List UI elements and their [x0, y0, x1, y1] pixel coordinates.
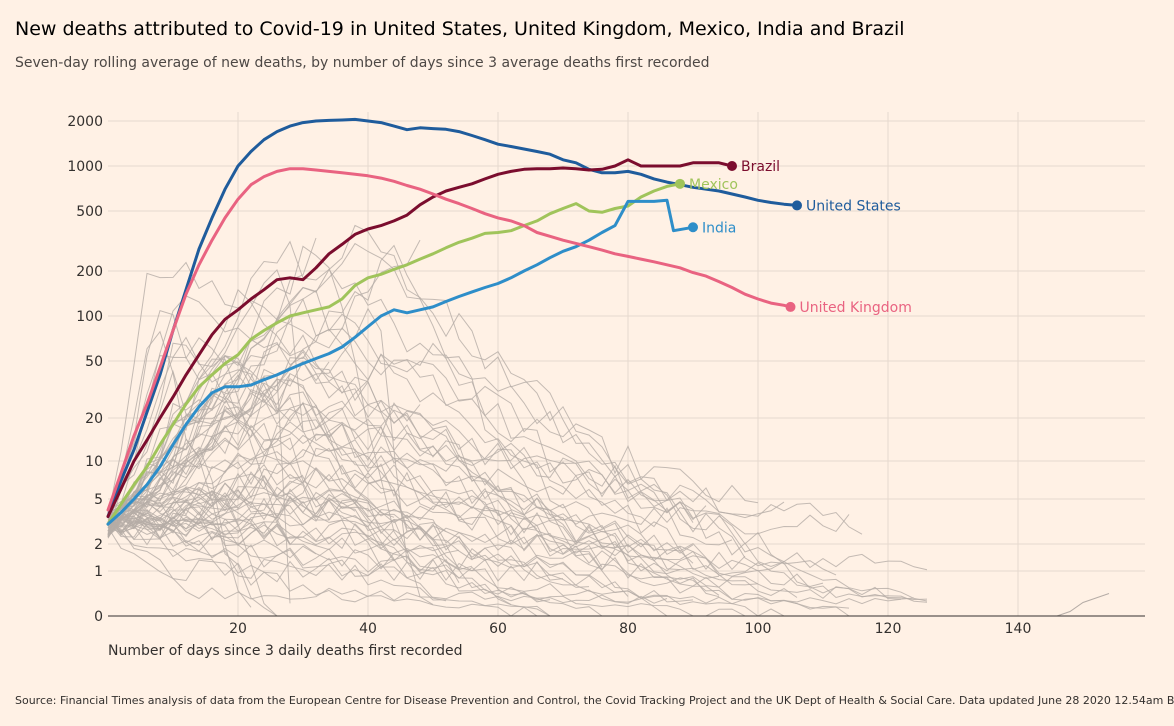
y-tick-label: 500	[76, 204, 103, 220]
x-tick-label: 140	[1005, 621, 1032, 637]
other-country-line	[107, 521, 563, 617]
other-country-line	[107, 499, 850, 535]
other-country-line	[107, 342, 798, 598]
series-end-marker	[792, 200, 802, 211]
other-country-line	[107, 501, 239, 537]
x-tick-label: 100	[745, 621, 772, 637]
other-country-line	[107, 369, 408, 547]
other-country-line	[107, 521, 460, 583]
series-line-brazil	[106, 158, 734, 518]
other-country-line	[107, 424, 850, 609]
other-country-line	[1018, 593, 1110, 617]
x-tick-label: 20	[229, 621, 247, 637]
other-country-line	[107, 336, 720, 579]
source-note: Source: Financial Times analysis of data…	[15, 694, 1174, 707]
y-tick-label: 100	[76, 309, 103, 325]
series-line-india	[106, 198, 695, 526]
other-country-line	[107, 497, 356, 533]
series-end-marker	[727, 161, 737, 171]
other-country-line	[107, 521, 291, 545]
other-country-line	[107, 498, 758, 617]
other-country-line	[107, 464, 915, 600]
series-label-united-kingdom: United Kingdom	[800, 300, 912, 316]
x-tick-label: 80	[619, 621, 637, 637]
other-country-line	[107, 261, 759, 517]
other-country-line	[107, 517, 239, 540]
other-country-line	[107, 515, 928, 572]
chart-subtitle: Seven-day rolling average of new deaths,…	[15, 55, 710, 71]
other-country-line	[107, 486, 616, 557]
y-tick-label: 1000	[67, 159, 103, 175]
other-country-line	[107, 511, 668, 605]
other-country-line	[107, 240, 928, 602]
other-country-line	[107, 391, 473, 571]
other-country-line	[107, 511, 447, 602]
other-country-line	[107, 237, 317, 521]
x-axis-ticks: 20 40 60 80 100 120 140	[229, 621, 1031, 637]
series-label-united-states: United States	[806, 198, 901, 214]
other-country-line	[107, 242, 824, 588]
highlighted-series	[106, 117, 802, 526]
other-country-line	[107, 435, 928, 603]
other-country-line	[107, 424, 785, 519]
y-tick-label: 5	[94, 492, 103, 508]
y-axis-ticks: 0 1 2 5 10 20 50 100 200 500 1000 2000	[67, 114, 103, 625]
other-country-line	[107, 224, 785, 568]
other-country-line	[107, 382, 863, 535]
y-tick-label: 50	[85, 354, 103, 370]
other-country-line	[107, 317, 291, 537]
series-label-mexico: Mexico	[689, 177, 738, 193]
other-country-line	[107, 298, 759, 586]
series-line-mexico	[106, 182, 682, 526]
x-tick-label: 40	[359, 621, 377, 637]
other-country-line	[107, 521, 564, 582]
other-country-line	[107, 474, 304, 535]
grid-lines	[108, 112, 1145, 616]
other-country-line	[107, 497, 590, 588]
other-country-line	[107, 356, 615, 617]
x-axis-label: Number of days since 3 daily deaths firs…	[108, 643, 463, 659]
other-country-line	[107, 512, 395, 547]
other-country-line	[107, 307, 408, 562]
other-country-line	[107, 402, 421, 532]
other-country-line	[107, 448, 395, 560]
y-tick-label: 2	[94, 537, 103, 553]
x-tick-label: 60	[489, 621, 507, 637]
series-label-brazil: Brazil	[741, 159, 780, 175]
other-country-line	[107, 295, 733, 546]
other-country-line	[107, 510, 512, 606]
other-country-line	[107, 510, 928, 601]
series-label-india: India	[702, 220, 736, 236]
series-end-marker	[688, 222, 698, 233]
y-tick-label: 2000	[67, 114, 103, 130]
other-country-line	[107, 360, 694, 532]
other-country-line	[107, 494, 278, 617]
y-tick-label: 10	[85, 454, 103, 470]
y-tick-label: 0	[94, 609, 103, 625]
chart-title: New deaths attributed to Covid-19 in Uni…	[15, 18, 905, 40]
other-country-line	[107, 342, 694, 564]
y-tick-label: 1	[94, 564, 103, 580]
y-tick-label: 20	[85, 411, 103, 427]
y-tick-label: 200	[76, 264, 103, 280]
other-country-line	[107, 304, 304, 536]
other-country-line	[107, 524, 538, 617]
other-country-line	[107, 419, 603, 568]
other-countries-lines	[107, 224, 1110, 617]
series-end-marker	[785, 301, 796, 312]
x-tick-label: 120	[875, 621, 902, 637]
series-end-marker	[675, 178, 685, 189]
other-country-line	[107, 288, 850, 617]
series-line-united-kingdom	[106, 167, 792, 512]
